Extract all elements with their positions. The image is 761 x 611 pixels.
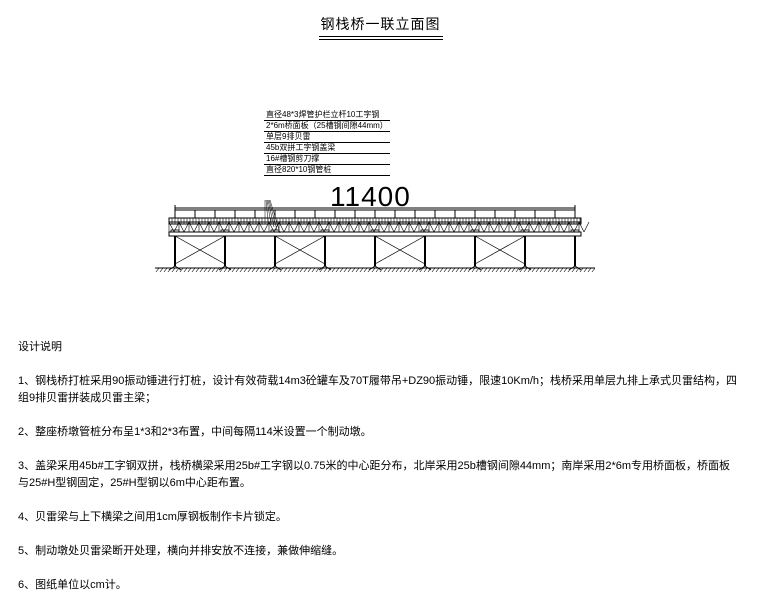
note-line: 1、钢栈桥打桩采用90振动锤进行打桩，设计有效荷载14m3砼罐车及70T履带吊+… xyxy=(18,373,741,407)
callout-row: 2*6m桥面板（25槽钢间隙44mm） xyxy=(264,121,390,132)
callout-stack: 直径48*3焊管护栏立杆10工字钢 2*6m桥面板（25槽钢间隙44mm） 单层… xyxy=(264,110,390,176)
note-line: 3、盖梁采用45b#工字钢双拼，栈桥横梁采用25b#工字钢以0.75米的中心距分… xyxy=(18,458,741,492)
page-title: 钢栈桥一联立面图 xyxy=(319,14,443,37)
callout-row: 直径48*3焊管护栏立杆10工字钢 xyxy=(264,110,390,121)
bridge-elevation-drawing xyxy=(155,200,595,280)
design-notes: 1、钢栈桥打桩采用90振动锤进行打桩，设计有效荷载14m3砼罐车及70T履带吊+… xyxy=(18,356,741,611)
note-line: 2、整座桥墩管桩分布呈1*3和2*3布置，中间每隔114米设置一个制动墩。 xyxy=(18,424,741,441)
note-line: 6、图纸单位以cm计。 xyxy=(18,577,741,594)
callout-row: 16#槽钢剪刀撑 xyxy=(264,154,390,165)
note-line: 5、制动墩处贝雷梁断开处理，横向并排安放不连接，兼做伸缩缝。 xyxy=(18,543,741,560)
callout-row: 直径820*10钢管桩 xyxy=(264,165,390,176)
note-line: 4、贝雷梁与上下横梁之间用1cm厚钢板制作卡片锁定。 xyxy=(18,509,741,526)
callout-row: 单层9排贝雷 xyxy=(264,132,390,143)
notes-header: 设计说明 xyxy=(18,338,62,354)
callout-row: 45b双拼工字钢盖梁 xyxy=(264,143,390,154)
